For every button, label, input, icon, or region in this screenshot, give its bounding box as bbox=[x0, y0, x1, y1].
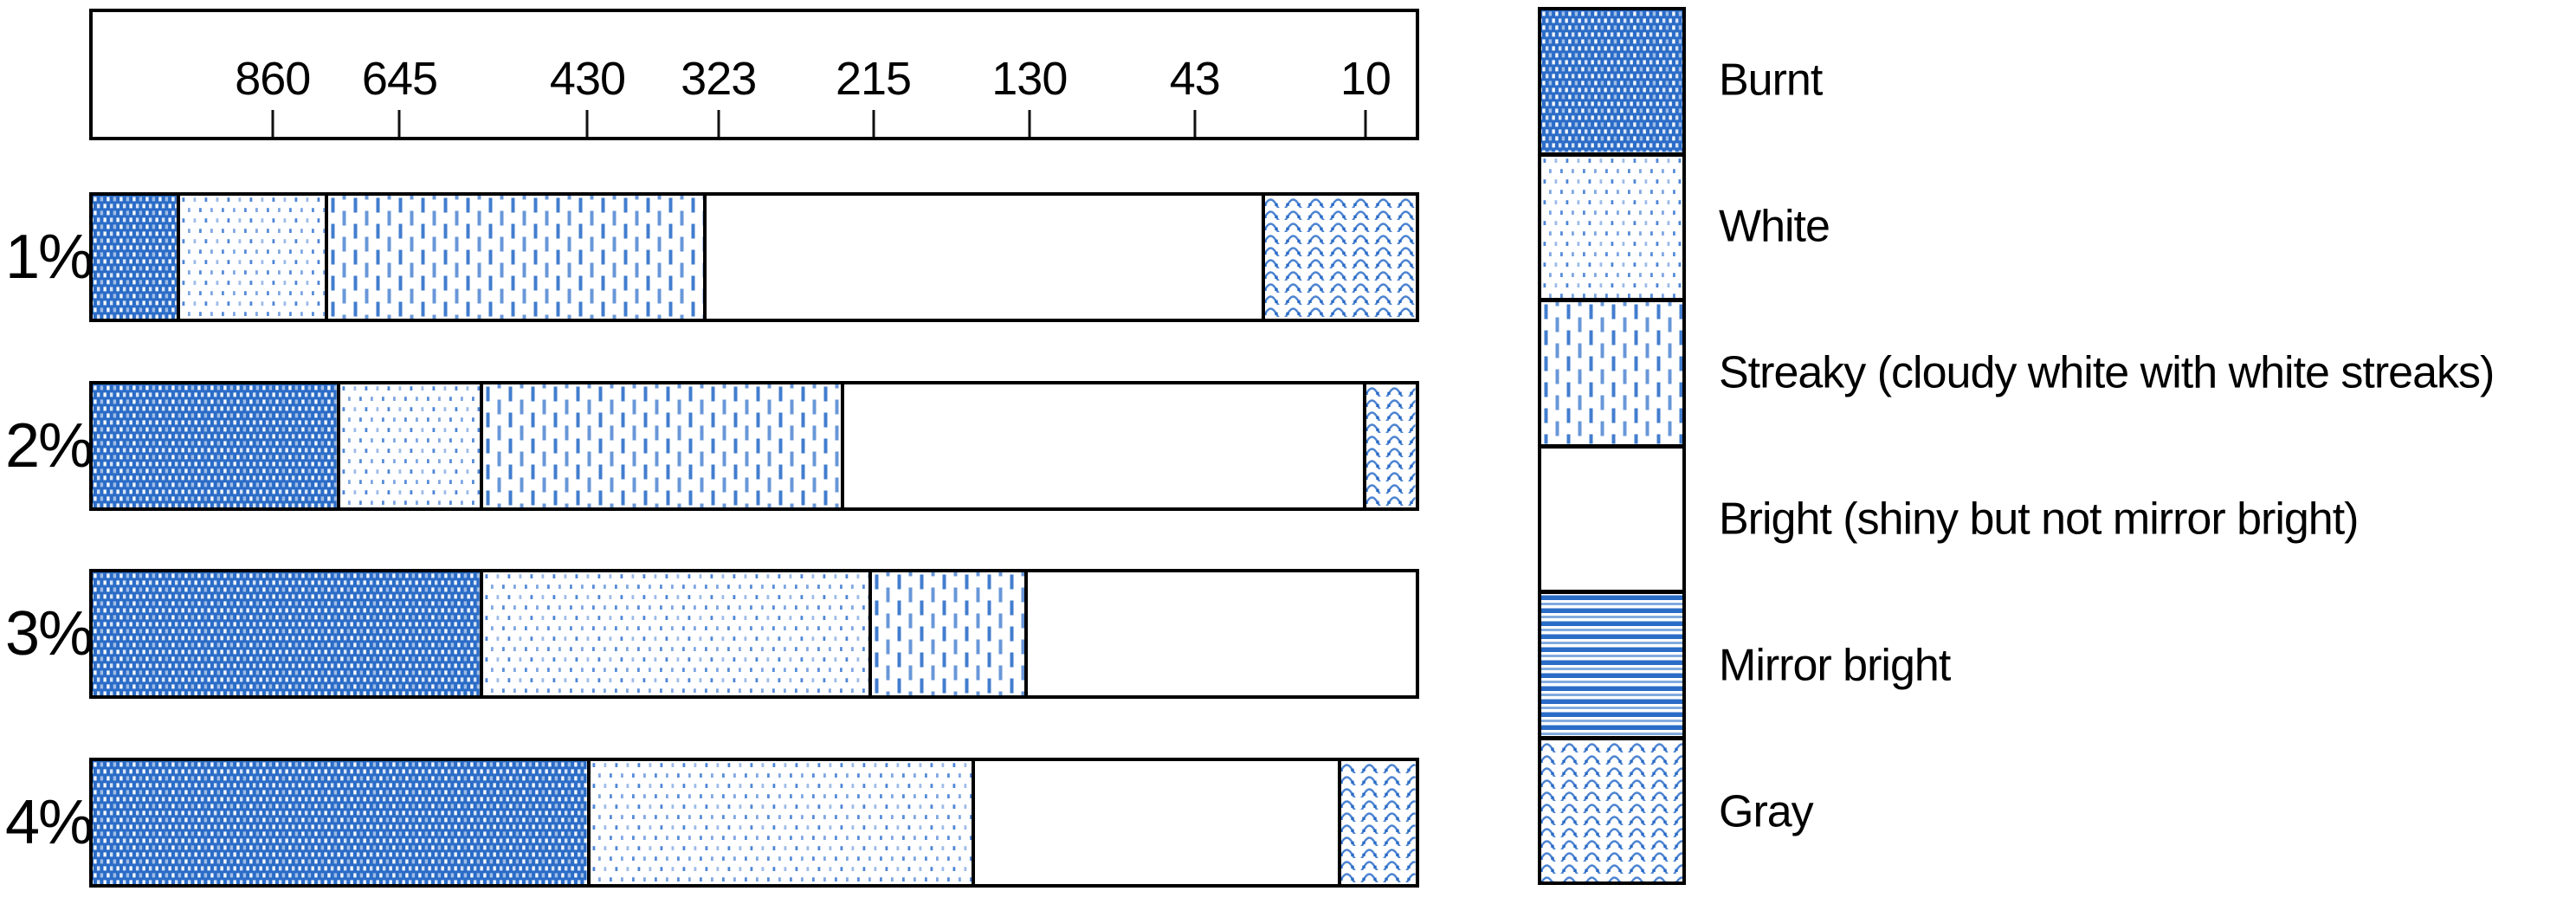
axis-tick-label: 43 bbox=[1169, 53, 1221, 105]
legend-swatch-bright bbox=[1541, 443, 1682, 590]
pattern-fill bbox=[1541, 156, 1682, 298]
bar-segment-gray bbox=[1341, 761, 1416, 884]
legend-label-mirror: Mirror bright bbox=[1719, 639, 1951, 690]
legend-swatch-column bbox=[1538, 7, 1686, 885]
pattern-fill bbox=[1366, 384, 1416, 507]
pattern-fill bbox=[1541, 302, 1682, 444]
bar-segment-white bbox=[482, 572, 872, 695]
axis-tick bbox=[1193, 110, 1197, 137]
bar-row bbox=[89, 381, 1419, 511]
pattern-fill bbox=[590, 761, 972, 884]
pattern-fill bbox=[93, 196, 177, 319]
legend-label-white: White bbox=[1719, 200, 1830, 251]
legend-swatch-white bbox=[1541, 152, 1682, 298]
pattern-fill bbox=[482, 572, 868, 695]
bar-row bbox=[89, 192, 1419, 322]
bar-segment-bright bbox=[975, 761, 1342, 884]
bar-segment-white bbox=[590, 761, 976, 884]
pattern-fill bbox=[871, 572, 1025, 695]
axis-tick bbox=[585, 110, 589, 137]
pattern-fill bbox=[1264, 196, 1416, 319]
legend-swatch-burnt bbox=[1541, 10, 1682, 152]
bar-segment-burnt bbox=[93, 384, 340, 507]
axis-tick-label: 645 bbox=[361, 53, 438, 105]
legend-label-gray: Gray bbox=[1719, 785, 1814, 836]
axis-tick-label: 10 bbox=[1340, 53, 1391, 105]
axis-tick bbox=[1028, 110, 1031, 137]
bar-segment-burnt bbox=[93, 196, 180, 319]
bar-segment-white bbox=[339, 384, 483, 507]
legend-label-bright: Bright (shiny but not mirror bright) bbox=[1719, 493, 2359, 544]
axis-tick-label: 860 bbox=[235, 53, 311, 105]
axis-tick bbox=[271, 110, 274, 137]
row-label: 1% bbox=[4, 223, 94, 292]
axis-tick-label: 130 bbox=[991, 53, 1068, 105]
axis-tick-label: 323 bbox=[681, 53, 757, 105]
x-axis-box: 860 645 430 323 215 130 43 10 bbox=[89, 9, 1419, 140]
axis-tick bbox=[872, 110, 875, 137]
bar-row bbox=[89, 758, 1419, 888]
axis-tick-label: 215 bbox=[835, 53, 912, 105]
legend-label-streaky: Streaky (cloudy white with white streaks… bbox=[1719, 346, 2495, 397]
axis-tick bbox=[1364, 110, 1367, 137]
bar-segment-streaky bbox=[482, 384, 844, 507]
pattern-fill bbox=[1541, 10, 1682, 152]
bar-segment-burnt bbox=[93, 572, 483, 695]
bar-segment-gray bbox=[1264, 196, 1416, 319]
pattern-fill bbox=[93, 761, 587, 884]
row-label: 3% bbox=[4, 599, 94, 668]
legend-swatch-mirror bbox=[1541, 590, 1682, 736]
pattern-fill bbox=[327, 196, 703, 319]
pattern-fill bbox=[339, 384, 480, 507]
bar-segment-burnt bbox=[93, 761, 591, 884]
bar-segment-streaky bbox=[871, 572, 1029, 695]
pattern-fill bbox=[1541, 739, 1682, 881]
row-label: 4% bbox=[4, 788, 94, 857]
pattern-fill bbox=[179, 196, 325, 319]
pattern-fill bbox=[1341, 761, 1416, 884]
axis-tick-label: 430 bbox=[549, 53, 626, 105]
bar-segment-white bbox=[179, 196, 328, 319]
legend-label-burnt: Burnt bbox=[1719, 54, 1823, 105]
bar-segment-gray bbox=[1366, 384, 1416, 507]
bar-segment-bright bbox=[843, 384, 1367, 507]
axis-tick bbox=[717, 110, 720, 137]
bar-row bbox=[89, 569, 1419, 699]
legend-swatch-streaky bbox=[1541, 298, 1682, 444]
bar-segment-streaky bbox=[327, 196, 707, 319]
pattern-fill bbox=[93, 572, 480, 695]
bar-segment-bright bbox=[1028, 572, 1416, 695]
pattern-fill bbox=[482, 384, 841, 507]
row-label: 2% bbox=[4, 411, 94, 481]
bar-segment-bright bbox=[706, 196, 1265, 319]
legend-swatch-gray bbox=[1541, 735, 1682, 881]
pattern-fill bbox=[1541, 594, 1682, 736]
pattern-fill bbox=[93, 384, 337, 507]
axis-tick bbox=[397, 110, 401, 137]
